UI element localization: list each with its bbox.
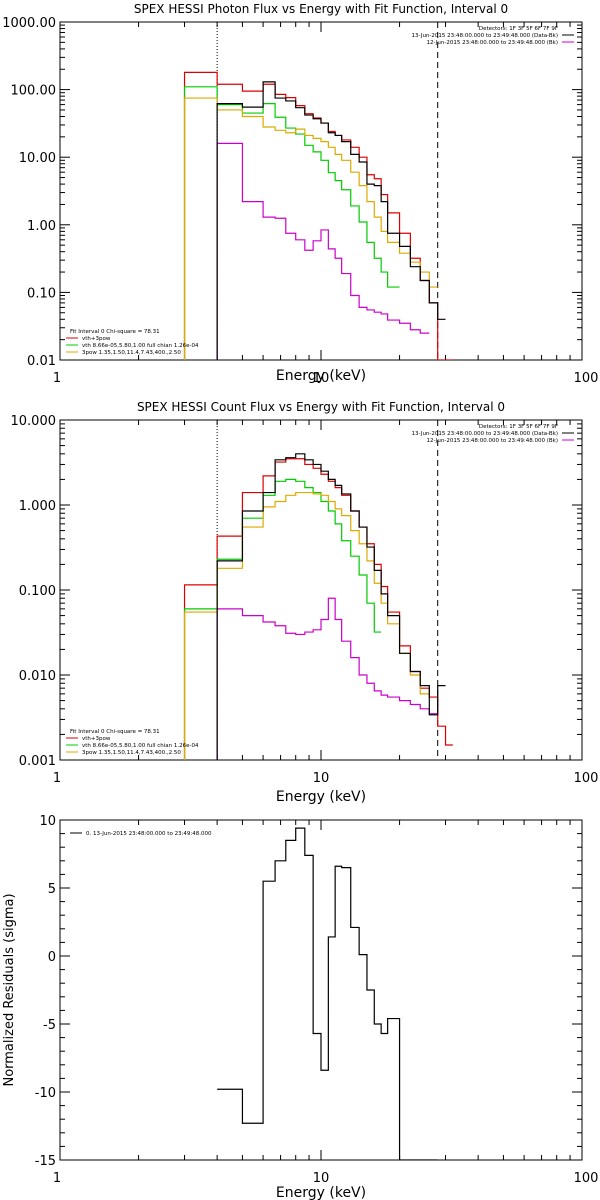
x-tick-label: 10 (313, 771, 330, 786)
series-line-2 (216, 597, 438, 760)
x-tick-label: 1 (53, 771, 61, 786)
series-line-2 (216, 142, 430, 360)
legend-bottom-entry: Fit Interval 0 Chi-square = 78.31 (70, 329, 160, 335)
x-axis-label: Energy (keV) (276, 789, 366, 805)
y-tick-label: 10.000 (11, 414, 57, 429)
legend-top-entry: 13-Jun-2015 23:48:00.000 to 23:49:48.000… (412, 33, 558, 39)
series-line-5 (183, 491, 430, 760)
legend-bottom-entry: Fit Interval 0 Chi-square = 78.31 (70, 729, 160, 735)
y-tick-label: -10 (35, 1086, 56, 1101)
legend-top-entry: Detectors: 1F 3F 5F 6F 7F 9F (479, 26, 558, 32)
legend-bottom-entry: 3pow 1.35,1.50,11.4,7.43,400.,2.50 (82, 350, 181, 356)
series-line-1 (217, 827, 438, 1160)
x-tick-label: 10 (313, 1171, 330, 1186)
plot-frame (59, 819, 583, 1161)
legend-top-entry: 12-Jun-2015 23:48:00.000 to 23:49:48.000… (426, 438, 558, 444)
legend-bottom-entry: vth 8.66e-05,5.80,1.00 full chian 1.26e-… (82, 343, 199, 349)
series-line-1 (216, 81, 446, 360)
x-axis-label: Energy (keV) (276, 368, 366, 384)
chart-title: SPEX HESSI Photon Flux vs Energy with Fi… (134, 2, 508, 16)
x-axis-label: Energy (keV) (276, 1185, 366, 1200)
y-tick-label: 0.100 (19, 584, 56, 599)
y-tick-label: 0.10 (27, 286, 56, 301)
x-tick-label: 1 (53, 1171, 61, 1186)
x-tick-label: 100 (574, 371, 599, 386)
y-tick-label: 0.001 (19, 754, 56, 769)
y-tick-label: 100.00 (11, 84, 57, 99)
legend-top-entry: 13-Jun-2015 23:48:00.000 to 23:49:48.000… (412, 431, 558, 437)
legend-entry: 0. 13-Jun-2015 23:48:00.000 to 23:49:48.… (86, 831, 212, 837)
y-tick-label: 1.00 (27, 219, 56, 234)
y-tick-label: 10 (39, 814, 56, 829)
x-tick-label: 100 (574, 771, 599, 786)
plot-frame (59, 21, 583, 361)
y-tick-label: -5 (43, 1018, 56, 1033)
legend-top-entry: 12-Jun-2015 23:48:00.000 to 23:49:48.000… (426, 40, 558, 46)
chart-panel-3: 1 10 100 Energy (keV) -15 -10 -5 0 5 10 Normalized… (2, 814, 598, 1200)
x-tick-label: 10 (313, 371, 330, 386)
y-tick-label: 0.01 (27, 354, 56, 369)
y-tick-label: 0 (48, 950, 56, 965)
y-tick-label: -15 (35, 1154, 56, 1169)
legend-bottom-entry: 3pow 1.35,1.50,11.4,7.43,400.,2.50 (82, 750, 181, 756)
legend-bottom-entry: vth+3pow (82, 736, 111, 742)
series-line-4 (183, 478, 382, 760)
y-tick-label: 0.010 (19, 669, 56, 684)
chart-panel-1: SPEX HESSI Photon Flux vs Energy with Fi… (2, 2, 598, 386)
x-tick-label: 1 (53, 371, 61, 386)
chart-panel-2: SPEX HESSI Count Flux vs Energy with Fit… (11, 400, 599, 805)
y-axis-label: Normalized Residuals (sigma) (2, 893, 17, 1086)
legend-bottom-entry: vth+3pow (82, 336, 111, 342)
series-line-4 (183, 86, 400, 360)
series-line-1 (216, 453, 446, 760)
legend-top-entry: Detectors: 1F 3F 5F 6F 7F 9F (479, 424, 558, 430)
series-line-3 (183, 71, 453, 360)
y-tick-label: 1.000 (19, 499, 56, 514)
y-tick-label: 1000.00 (2, 16, 56, 31)
chart-title: SPEX HESSI Count Flux vs Energy with Fit… (137, 400, 505, 414)
legend-bottom-entry: vth 8.66e-05,5.80,1.00 full chian 1.26e-… (82, 743, 199, 749)
y-tick-label: 10.00 (19, 151, 56, 166)
x-tick-label: 100 (574, 1171, 599, 1186)
y-tick-label: 5 (48, 882, 56, 897)
